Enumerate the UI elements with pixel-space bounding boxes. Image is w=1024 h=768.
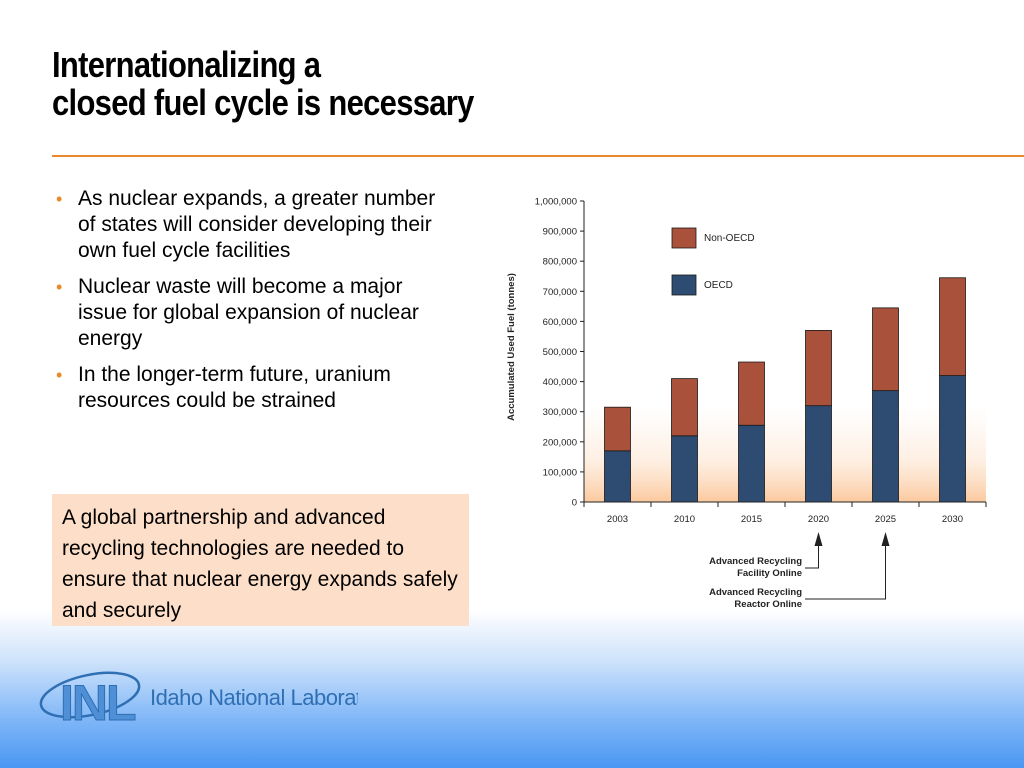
bullet-item: • As nuclear expands, a greater number of… [52, 186, 452, 264]
annotation-connector [805, 542, 886, 600]
bullet-text: As nuclear expands, a greater number of … [78, 187, 436, 262]
legend-label: OECD [704, 280, 733, 291]
bar-oecd-2015 [738, 424, 765, 503]
title-line-1: Internationalizing a [52, 44, 321, 85]
annotation-connector [805, 542, 819, 569]
x-tick-label: 2025 [875, 514, 896, 525]
annotation-label: Advanced Recycling [709, 587, 802, 598]
title-divider [52, 155, 1024, 157]
y-axis-label: Accumulated Used Fuel (tonnes) [506, 273, 517, 421]
y-tick-label: 200,000 [543, 437, 577, 448]
y-tick-label: 700,000 [543, 287, 577, 298]
logo-mark: INL [60, 675, 135, 730]
bar-oecd-2010 [671, 435, 698, 503]
logo-text: Idaho National Laboratory [150, 685, 358, 710]
bullet-icon: • [56, 189, 63, 209]
bullet-text: In the longer-term future, uranium resou… [78, 363, 391, 412]
legend-swatch [671, 227, 697, 249]
bar-non-oecd-2025 [872, 307, 899, 392]
x-tick-label: 2003 [607, 514, 628, 525]
bullet-list: • As nuclear expands, a greater number of… [52, 186, 452, 424]
plot-background [584, 406, 986, 502]
x-tick-label: 2010 [674, 514, 695, 525]
x-tick-label: 2020 [808, 514, 829, 525]
y-tick-label: 500,000 [543, 347, 577, 358]
legend-label: Non-OECD [704, 233, 755, 244]
x-tick-label: 2015 [741, 514, 762, 525]
legend-swatch [671, 274, 697, 296]
title-line-2: closed fuel cycle is necessary [52, 82, 474, 123]
annotation-label: Facility Online [737, 568, 802, 579]
bullet-item: • Nuclear waste will become a major issue… [52, 274, 452, 352]
y-tick-label: 1,000,000 [535, 197, 577, 208]
y-tick-label: 300,000 [543, 407, 577, 418]
bullet-icon: • [56, 365, 63, 385]
x-tick-label: 2030 [942, 514, 963, 525]
y-tick-label: 800,000 [543, 257, 577, 268]
logo-orbit-icon [39, 671, 141, 719]
slide-title: Internationalizing a closed fuel cycle i… [52, 46, 474, 122]
bar-non-oecd-2020 [805, 330, 832, 407]
bar-oecd-2025 [872, 390, 899, 503]
bar-non-oecd-2015 [738, 361, 765, 426]
annotation-label: Advanced Recycling [709, 556, 802, 567]
inl-logo: INL Idaho National Laboratory [39, 671, 358, 730]
bar-oecd-2030 [939, 375, 966, 503]
used-fuel-chart: 0 100,000 200,000 300,000 400,000 500,000 600,… [506, 197, 987, 610]
bullet-item: • In the longer-term future, uranium reso… [52, 362, 452, 414]
y-tick-label: 400,000 [543, 377, 577, 388]
bar-non-oecd-2010 [671, 378, 698, 437]
callout-box: A global partnership and advanced recycl… [52, 494, 469, 626]
bar-oecd-2020 [805, 405, 832, 503]
annotation-label: Reactor Online [734, 599, 802, 610]
y-tick-label: 0 [572, 498, 577, 509]
bar-non-oecd-2030 [939, 277, 966, 376]
bar-oecd-2003 [604, 450, 631, 503]
arrow-up-icon [881, 532, 890, 546]
y-tick-label: 900,000 [543, 227, 577, 238]
bullet-icon: • [56, 277, 63, 297]
arrow-up-icon [814, 532, 823, 546]
bar-non-oecd-2003 [604, 406, 631, 452]
y-tick-label: 600,000 [543, 317, 577, 328]
y-tick-label: 100,000 [543, 467, 577, 478]
bullet-text: Nuclear waste will become a major issue … [78, 275, 419, 350]
